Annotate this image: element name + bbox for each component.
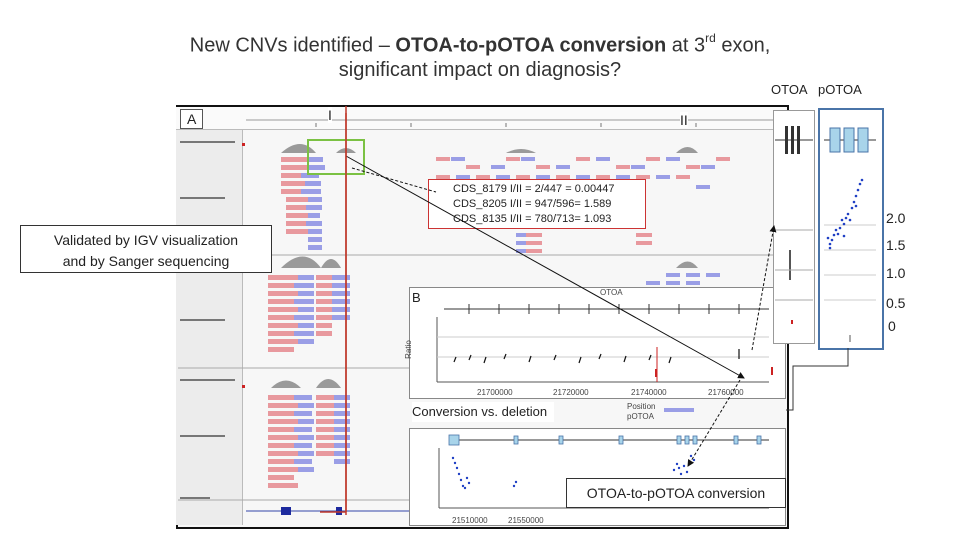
potoa-coverage-column xyxy=(818,108,884,350)
potoa-scatter xyxy=(826,178,864,250)
panel-b-plot xyxy=(409,287,786,399)
title-superscript: rd xyxy=(705,31,716,45)
read-pileup-3 xyxy=(268,395,350,488)
marker-i: I xyxy=(328,107,332,123)
panel-c-scatter xyxy=(451,454,696,490)
validation-line-2: and by Sanger sequencing xyxy=(62,253,230,269)
scale-label-0-5: 0.5 xyxy=(886,295,906,311)
panel-a-label: A xyxy=(180,109,204,129)
otoa-column-label: OTOA xyxy=(771,82,808,97)
panel-b-xtick-3: 21740000 xyxy=(631,388,667,397)
read-pileup-2 xyxy=(268,273,720,352)
scale-label-1-0: 1.0 xyxy=(886,265,906,281)
otoa-column-graphic xyxy=(775,126,813,324)
scale-label-1-5: 1.5 xyxy=(886,237,906,253)
legend-swatch xyxy=(664,408,694,412)
potoa-column-graphic xyxy=(824,127,876,342)
panel-c-xtick-2: 21550000 xyxy=(508,516,544,525)
cds-ratio-line-2: CDS_8205 I/II = 947/596= 1.589 xyxy=(453,198,612,210)
scale-label-2-0: 2.0 xyxy=(886,210,906,226)
panel-b-graphic xyxy=(436,304,773,383)
panel-c-plot xyxy=(409,428,786,526)
panel-b-xtick-2: 21720000 xyxy=(553,388,589,397)
validation-line-1: Validated by IGV visualization xyxy=(53,232,239,248)
marker-ii: II xyxy=(680,112,688,128)
panel-c-graphic xyxy=(438,434,769,509)
cds-ratio-line-3: CDS_8135 I/II = 780/713= 1.093 xyxy=(453,213,612,225)
validation-callout: Validated by IGV visualization and by Sa… xyxy=(20,225,272,273)
cds-ratio-line-1: CDS_8179 I/II = 2/447 = 0.00447 xyxy=(453,183,615,195)
conversion-callout: OTOA-to-pOTOA conversion xyxy=(566,478,786,508)
panel-c-xtick-1: 21510000 xyxy=(452,516,488,525)
ratio-ticks xyxy=(453,349,740,364)
conversion-vs-deletion-label: Conversion vs. deletion xyxy=(412,402,554,422)
legend-potoa: pOTOA xyxy=(627,412,654,421)
scale-label-0: 0 xyxy=(888,318,896,334)
potoa-column-label: pOTOA xyxy=(818,82,862,97)
title-text-pre: New CNVs identified – xyxy=(189,34,396,57)
cds-ratio-box: CDS_8179 I/II = 2/447 = 0.00447 CDS_8205… xyxy=(428,179,646,229)
title-line-2: significant impact on diagnosis? xyxy=(338,59,622,81)
igv-track-names xyxy=(176,130,243,525)
panel-b-gene: OTOA xyxy=(600,288,623,297)
highlight-box xyxy=(307,139,365,175)
ruler-ticks xyxy=(315,123,697,127)
panel-b-xtick-1: 21700000 xyxy=(477,388,513,397)
title-text-post: at 3 xyxy=(666,34,706,57)
title-text-bold: OTOA-to-pOTOA conversion xyxy=(395,34,667,57)
title-text-end: exon, xyxy=(715,34,771,57)
panel-b-xtick-4: 21760000 xyxy=(708,388,744,397)
panel-b-label: B xyxy=(412,290,421,305)
legend-position: Position xyxy=(627,402,656,411)
